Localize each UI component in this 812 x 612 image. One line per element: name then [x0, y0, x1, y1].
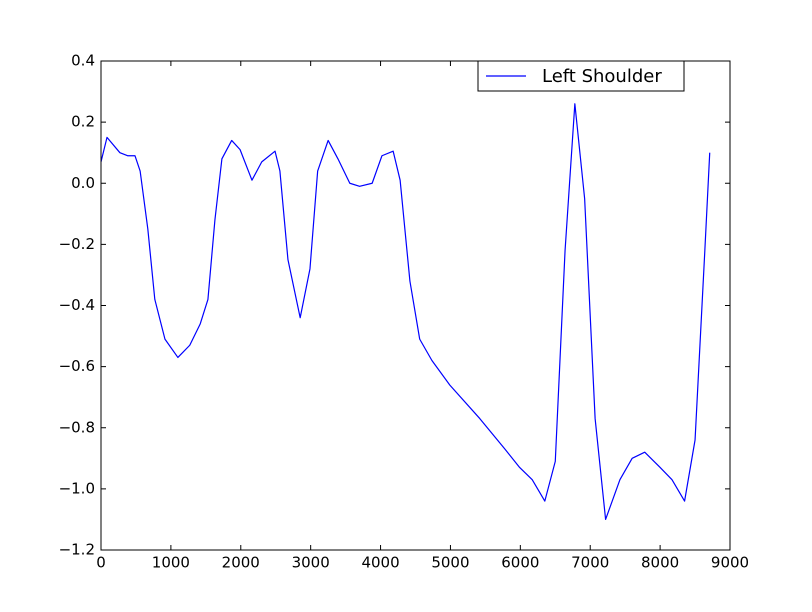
- line: [100, 103, 711, 521]
- y-tick-label: 0.4: [71, 52, 95, 70]
- x-tick-label: 6000: [501, 554, 539, 572]
- legend-label: Left Shoulder: [542, 66, 662, 87]
- y-tick-label: −0.8: [59, 418, 95, 436]
- y-tick-label: −0.2: [59, 235, 95, 253]
- x-tick-label: 8000: [641, 554, 679, 572]
- x-tick-label: 0: [96, 554, 106, 572]
- x-tick-label: 7000: [571, 554, 609, 572]
- y-tick-label: −1.0: [59, 479, 95, 497]
- plot-frame: [100, 60, 731, 551]
- y-tick-label: −0.6: [59, 357, 95, 375]
- x-tick-label: 9000: [711, 554, 749, 572]
- y-tick-label: 0.2: [71, 113, 95, 131]
- y-tick-label: −0.4: [59, 296, 95, 314]
- x-tick-label: 3000: [292, 554, 330, 572]
- x-tick-label: 1000: [152, 554, 190, 572]
- x-tick-label: 5000: [431, 554, 469, 572]
- y-tick-label: 0.0: [71, 174, 95, 192]
- y-tick-label: −1.2: [59, 541, 95, 559]
- x-tick-label: 2000: [222, 554, 260, 572]
- x-tick-label: 4000: [361, 554, 399, 572]
